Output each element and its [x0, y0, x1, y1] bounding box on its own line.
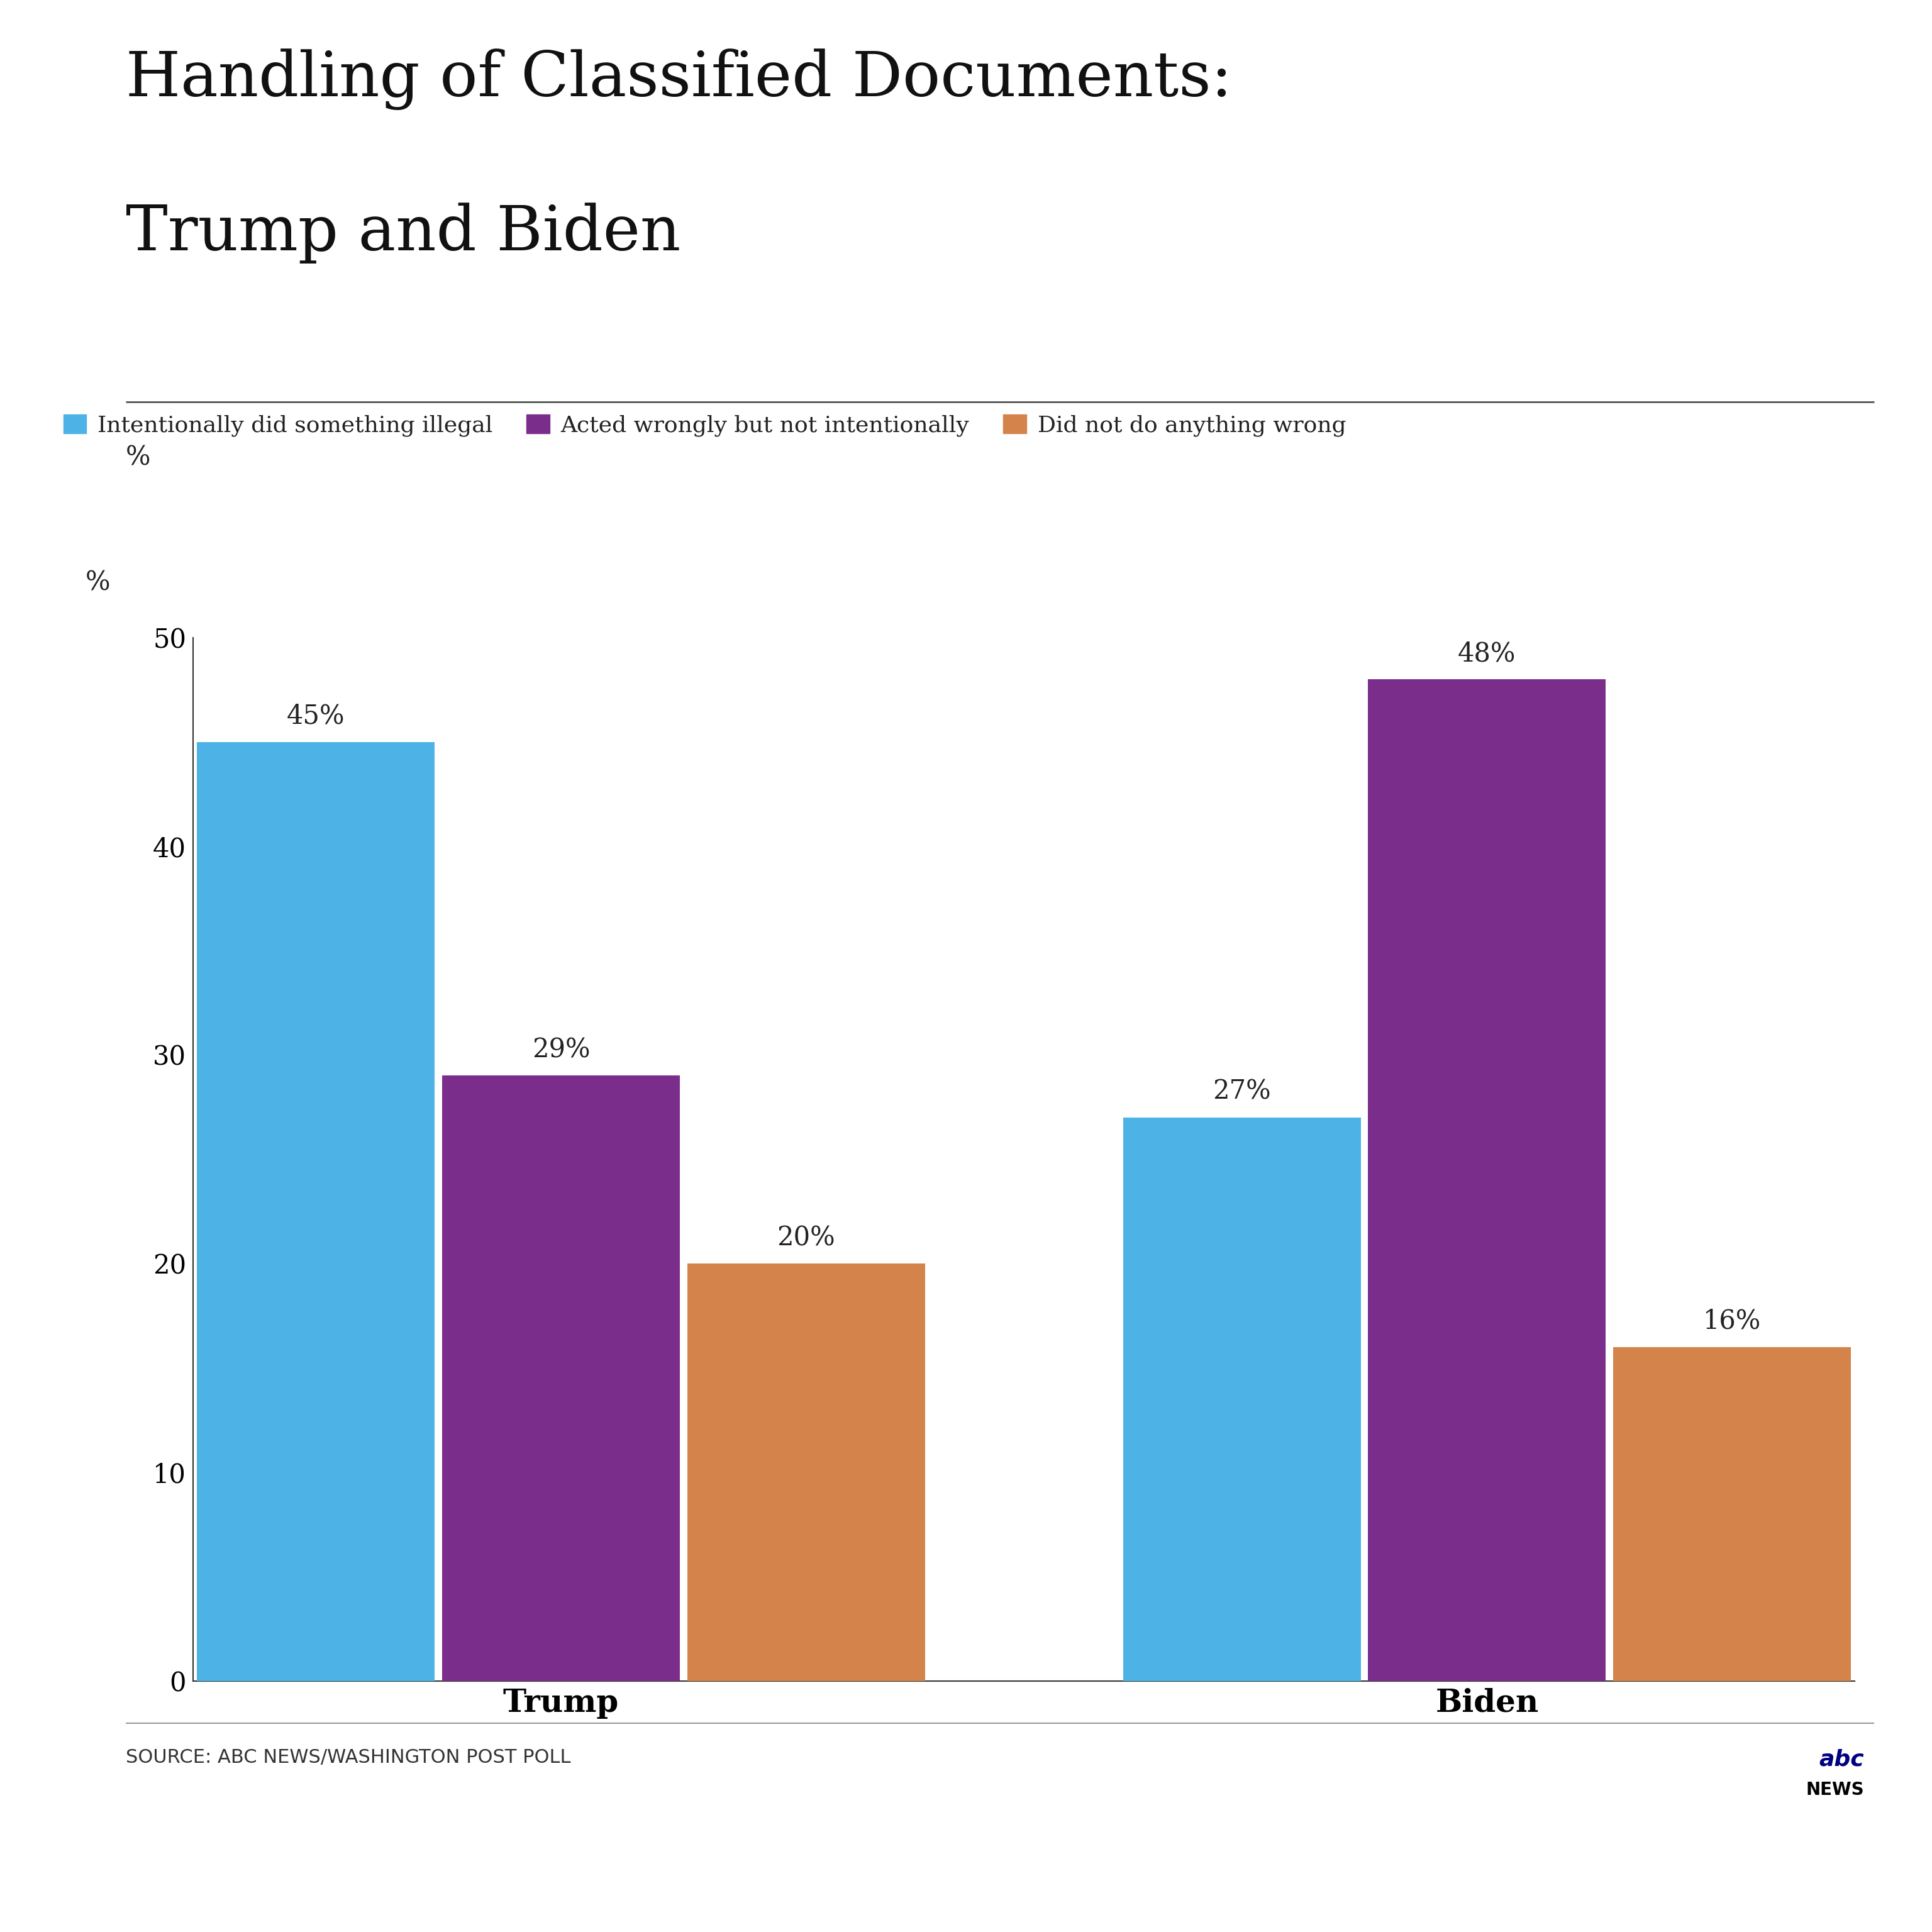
Text: 29%: 29% [531, 1037, 589, 1063]
Text: NEWS: NEWS [1806, 1781, 1864, 1799]
Text: Trump and Biden: Trump and Biden [126, 203, 680, 265]
Text: 45%: 45% [286, 703, 344, 730]
Text: 20%: 20% [777, 1225, 835, 1252]
Bar [442, 1076, 680, 1681]
Bar [1613, 1347, 1851, 1681]
Text: abc: abc [1820, 1748, 1864, 1770]
Text: Handling of Classified Documents:: Handling of Classified Documents: [126, 48, 1233, 110]
Text: SOURCE: ABC NEWS/WASHINGTON POST POLL: SOURCE: ABC NEWS/WASHINGTON POST POLL [126, 1748, 570, 1766]
Bar [1122, 1117, 1360, 1681]
Text: %: % [126, 444, 151, 471]
Legend: Intentionally did something illegal, Acted wrongly but not intentionally, Did no: Intentionally did something illegal, Act… [64, 413, 1347, 437]
Text: 27%: 27% [1213, 1078, 1271, 1105]
Text: 48%: 48% [1459, 639, 1517, 667]
Text: 16%: 16% [1704, 1308, 1762, 1335]
Text: %: % [85, 570, 110, 595]
Bar [688, 1264, 925, 1681]
Bar [1368, 680, 1605, 1681]
Bar [197, 742, 435, 1681]
